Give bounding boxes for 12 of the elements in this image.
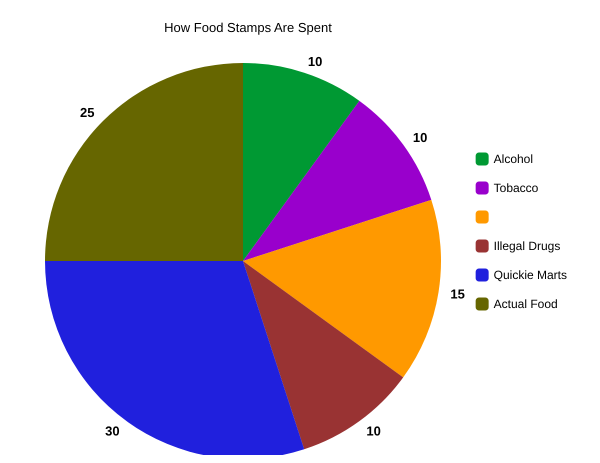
data-label: 10 [412,130,428,146]
data-label: 10 [366,423,381,438]
data-label: 25 [80,105,95,120]
legend-label: Alcohol [494,152,534,166]
data-label: 15 [450,286,465,302]
data-label: 30 [105,423,120,438]
legend-label: Quickie Marts [494,268,568,282]
data-label: 10 [308,54,322,69]
chart-title: How Food Stamps Are Spent [164,20,332,35]
legend-label: Tobacco [494,181,539,195]
legend-label: Actual Food [494,297,558,311]
legend-label: Illegal Drugs [494,239,560,253]
